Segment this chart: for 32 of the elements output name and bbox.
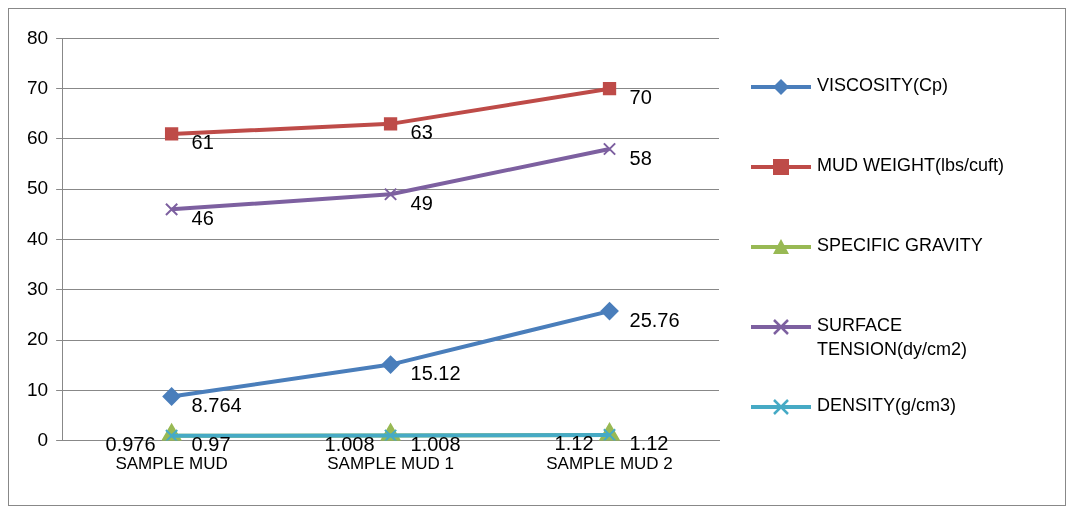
legend-label: SURFACE TENSION(dy/cm2) bbox=[817, 314, 968, 361]
data-label: 0.976 bbox=[105, 433, 156, 456]
data-label: 46 bbox=[191, 206, 214, 229]
x-tick-label: SAMPLE MUD 1 bbox=[327, 454, 454, 474]
y-tick-label: 0 bbox=[37, 428, 49, 450]
data-label: 25.76 bbox=[629, 308, 680, 331]
data-label: 58 bbox=[629, 146, 652, 169]
y-tick-label: 80 bbox=[26, 26, 49, 48]
data-label: 8.764 bbox=[191, 394, 242, 417]
data-label: 1.12 bbox=[554, 432, 594, 455]
data-label: 61 bbox=[191, 131, 214, 154]
legend-label: DENSITY(g/cm3) bbox=[817, 394, 957, 417]
y-tick-label: 70 bbox=[26, 76, 49, 98]
legend-label: MUD WEIGHT(lbs/cuft) bbox=[817, 154, 1004, 177]
legend-label: VISCOSITY(Cp) bbox=[817, 74, 949, 97]
y-tick-label: 30 bbox=[26, 278, 49, 300]
data-label: 70 bbox=[629, 86, 652, 109]
y-tick-label: 40 bbox=[26, 227, 49, 249]
legend-label: SPECIFIC GRAVITY bbox=[817, 234, 983, 257]
x-tick-label: SAMPLE MUD bbox=[115, 454, 228, 474]
x-tick-label: SAMPLE MUD 2 bbox=[546, 454, 673, 474]
y-tick-label: 50 bbox=[26, 177, 49, 199]
data-label: 1.008 bbox=[410, 433, 461, 456]
y-tick-label: 20 bbox=[26, 328, 49, 350]
y-tick-label: 10 bbox=[26, 378, 49, 400]
data-label: 49 bbox=[410, 191, 433, 214]
data-label: 0.97 bbox=[191, 433, 231, 456]
data-label: 1.12 bbox=[629, 432, 669, 455]
y-tick-label: 60 bbox=[26, 127, 49, 149]
data-label: 15.12 bbox=[410, 362, 461, 385]
data-label: 1.008 bbox=[324, 433, 375, 456]
data-label: 63 bbox=[410, 121, 433, 144]
